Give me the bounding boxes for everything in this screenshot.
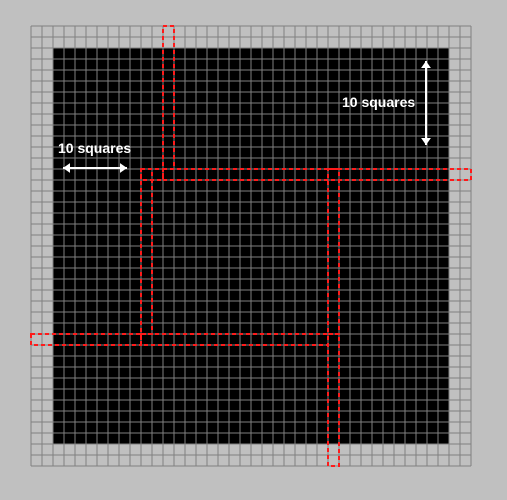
left-scale-label: 10 squares (58, 140, 131, 156)
grid-diagram (0, 0, 507, 500)
right-scale-label: 10 squares (342, 94, 415, 110)
diagram-container: 10 squares 10 squares (0, 0, 507, 500)
